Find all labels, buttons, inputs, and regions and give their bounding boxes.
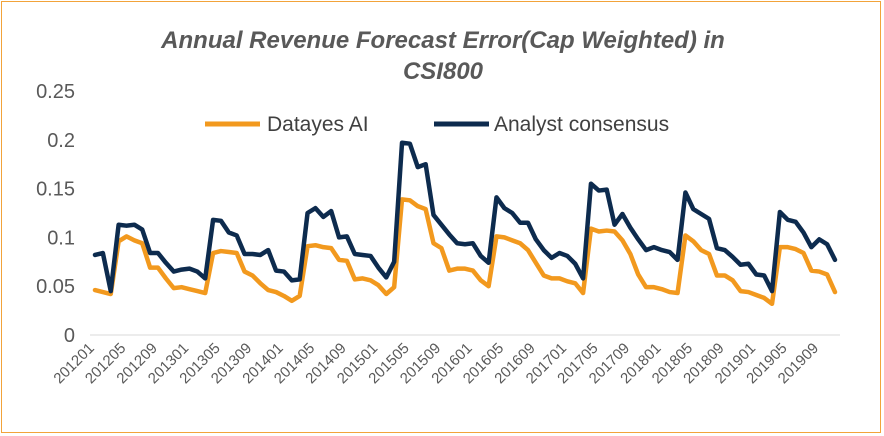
- series-group: [92, 140, 838, 307]
- series-line-datayes-ai: [92, 197, 838, 307]
- legend: Datayes AI Analyst consensus: [205, 113, 669, 136]
- chart-title-line2: CSI800: [403, 58, 484, 85]
- y-tick-label: 0.15: [36, 179, 75, 201]
- y-tick-label: 0.2: [47, 130, 75, 152]
- y-axis: 0 0.05 0.1 0.15 0.2 0.25: [36, 81, 75, 347]
- legend-label-analyst-consensus: Analyst consensus: [494, 113, 669, 136]
- y-tick-label: 0: [64, 325, 75, 347]
- y-tick-label: 0.05: [36, 276, 75, 298]
- y-tick-label: 0.25: [36, 81, 75, 103]
- y-tick-label: 0.1: [47, 227, 75, 249]
- legend-label-datayes-ai: Datayes AI: [267, 113, 369, 136]
- chart-title-line1: Annual Revenue Forecast Error(Cap Weight…: [160, 27, 725, 54]
- series-line-analyst-consensus: [92, 140, 838, 294]
- x-axis: 2012012012052012092013012013052013092014…: [50, 334, 840, 387]
